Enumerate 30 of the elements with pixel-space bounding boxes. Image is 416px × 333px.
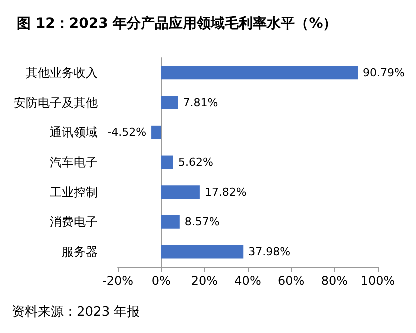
bar [152, 126, 162, 140]
bar [161, 215, 180, 229]
bar [161, 186, 200, 200]
y-tick-label: 消费电子 [50, 215, 98, 230]
x-tick-label: 80% [321, 274, 348, 288]
bar [161, 245, 244, 259]
x-tick-label: 40% [234, 274, 262, 288]
bar [161, 96, 178, 110]
data-label: -4.52% [108, 126, 147, 140]
data-label: 17.82% [204, 186, 247, 199]
bar [161, 66, 358, 80]
x-tick-label: 100% [360, 274, 396, 288]
y-tick-label: 其他业务收入 [26, 66, 98, 80]
y-tick-label: 服务器 [62, 245, 98, 260]
x-tick-label: 0% [152, 274, 171, 288]
text: 资料来源：2023 年报 [12, 305, 140, 320]
data-label: 37.98% [248, 246, 291, 259]
y-tick-label: 工业控制 [50, 185, 98, 200]
data-label: 8.57% [184, 216, 220, 229]
chart-title: 图 12：2023 年分产品应用领域毛利率水平（%） [17, 15, 338, 32]
data-label: 90.79% [363, 66, 405, 80]
bar [161, 156, 174, 170]
y-tick-label: 通讯领域 [50, 126, 98, 140]
data-label: 5.62% [178, 156, 214, 169]
y-tick-label: 安防电子及其他 [14, 96, 98, 110]
x-tick-label: 60% [278, 274, 305, 288]
data-label: 7.81% [183, 96, 218, 110]
x-tick-label: 20% [191, 274, 218, 288]
x-tick-label: -20% [102, 274, 134, 288]
y-tick-label: 汽车电子 [50, 156, 98, 170]
